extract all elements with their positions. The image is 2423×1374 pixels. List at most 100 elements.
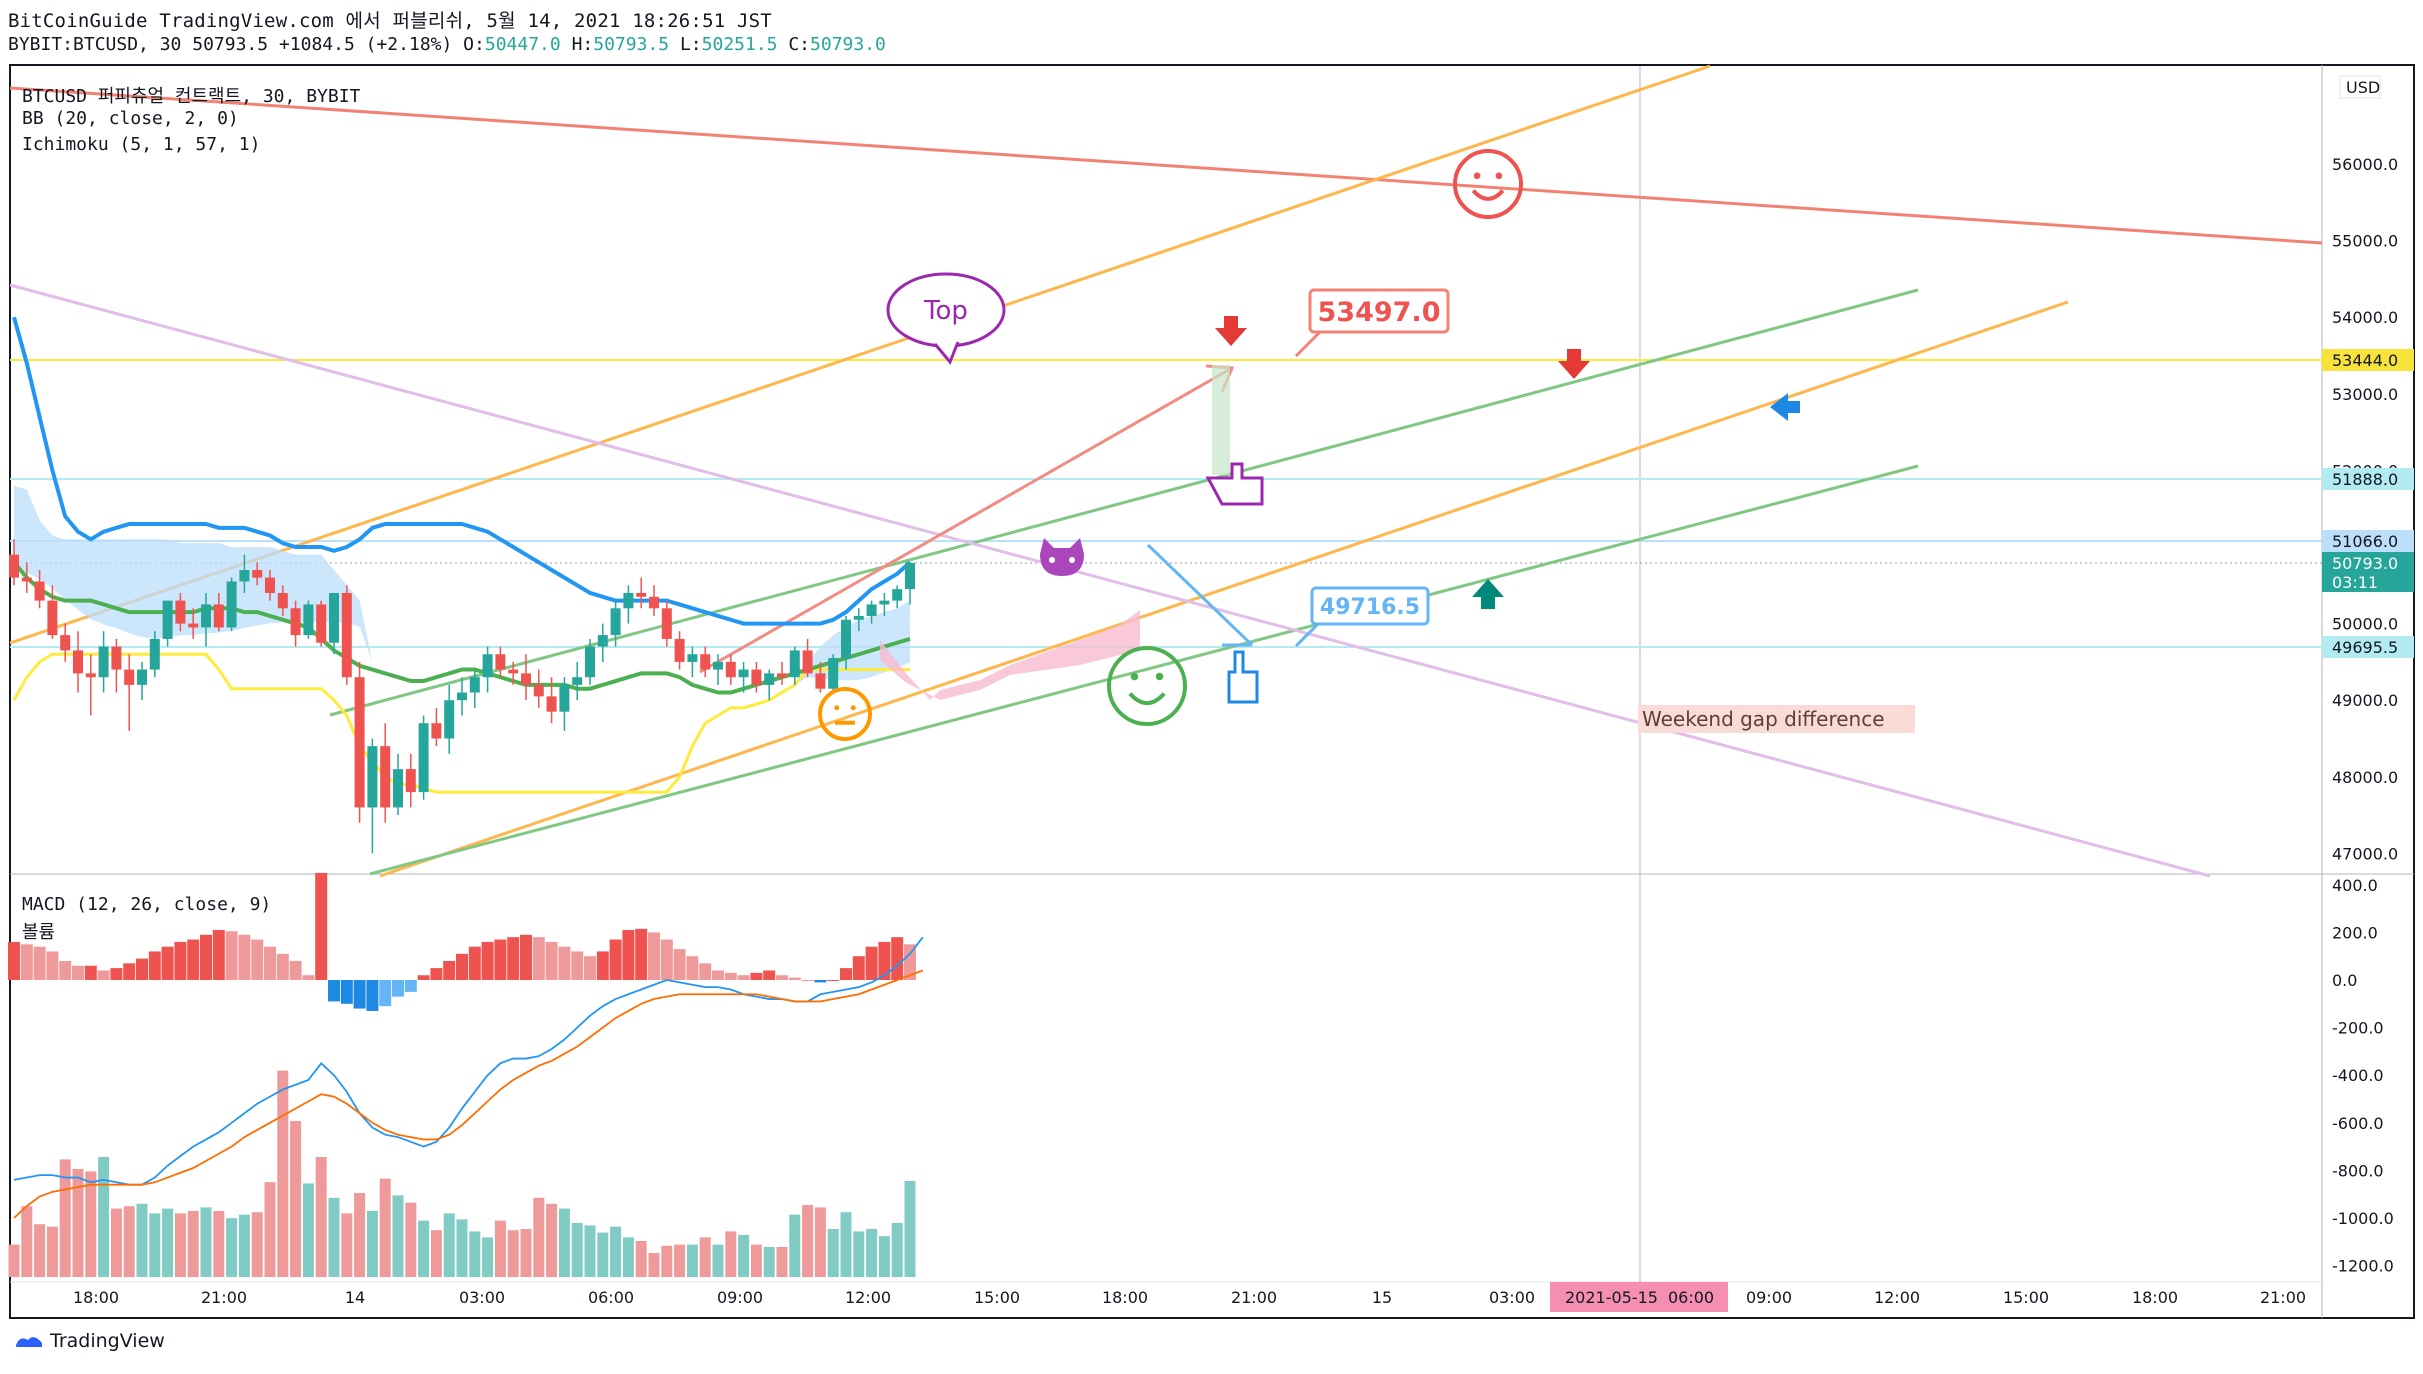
cat-icon [1040, 538, 1084, 576]
time-tick-label: 15 [1372, 1288, 1392, 1307]
candle-body [777, 673, 787, 678]
volume-bar [789, 1214, 801, 1277]
macd-histogram-bar [507, 937, 520, 980]
macd-histogram-bar [59, 960, 72, 980]
tradingview-logo-icon [16, 1337, 42, 1347]
macd-histogram-bar [545, 941, 558, 980]
candle-body [482, 654, 493, 678]
price-tag [2322, 552, 2414, 592]
macd-histogram-bar [763, 970, 776, 980]
macd-histogram-bar [238, 934, 251, 980]
volume-bar [584, 1225, 596, 1277]
volume-bar [8, 1244, 20, 1277]
macd-histogram-bar [340, 980, 353, 1004]
price-tag-label: 51888.0 [2332, 470, 2398, 489]
footer-brand[interactable]: TradingView [14, 1330, 165, 1352]
volume-bar [379, 1178, 391, 1277]
macd-histogram-bar [110, 968, 123, 980]
macd-line [13, 936, 924, 1186]
legend-macd[interactable]: MACD (12, 26, close, 9) [22, 894, 272, 915]
candle-body [303, 604, 314, 636]
macd-histogram-bar [532, 937, 545, 980]
volume-bar [456, 1219, 468, 1277]
volume-bar [200, 1207, 212, 1277]
volume-bar [46, 1226, 58, 1277]
candle-body [661, 608, 672, 639]
legend-bb[interactable]: BB (20, close, 2, 0) [22, 108, 239, 129]
time-tick-label: 12:00 [1874, 1288, 1920, 1307]
macd-histogram-bar [494, 939, 507, 980]
candle-body [265, 577, 275, 593]
macd-histogram-bar [212, 930, 225, 980]
time-tick-label: 21:00 [1231, 1288, 1277, 1307]
green-channel-upper [329, 288, 1919, 717]
time-tick-label: 14 [345, 1288, 365, 1307]
legend-ichimoku[interactable]: Ichimoku (5, 1, 57, 1) [22, 134, 261, 155]
volume-bar [418, 1220, 430, 1277]
volume-bar [443, 1213, 455, 1277]
candle-body [713, 661, 723, 670]
macd-histogram-bar [404, 980, 417, 992]
price-tick-label: 54000.0 [2332, 308, 2398, 327]
candle-body [367, 746, 378, 808]
legend-volume[interactable]: 볼륨 [22, 922, 56, 943]
time-tick-label: 09:00 [1746, 1288, 1792, 1307]
volume-bar [866, 1229, 878, 1277]
price-pane[interactable] [9, 64, 2323, 878]
candle-body [828, 658, 839, 689]
time-tick-label: 18:00 [2132, 1288, 2178, 1307]
volume-bar [853, 1231, 865, 1277]
ohlc-header: BYBIT:BTCUSD, 30 50793.5 +1084.5 (+2.18%… [8, 34, 886, 55]
candle-body [239, 569, 250, 582]
candle-body [700, 654, 711, 670]
macd-histogram-bar [712, 970, 724, 980]
macd-histogram-bar [481, 941, 494, 980]
volume-bar [290, 1121, 302, 1277]
volume-bar [533, 1197, 545, 1277]
laughing-face-icon-eye [1130, 672, 1139, 681]
volume-bar [571, 1223, 583, 1277]
laughing-face-icon-mouth [1128, 692, 1166, 706]
macd-histogram-bar [84, 965, 97, 980]
candle-body [111, 646, 122, 670]
drop-arrow-line [1146, 543, 1254, 647]
volume-bar [674, 1244, 686, 1277]
price-tag [2322, 468, 2414, 490]
candle-body [137, 669, 147, 685]
down-arrow-icon [1215, 316, 1247, 346]
laughing-face-icon [1107, 646, 1187, 726]
volume-bar [597, 1232, 609, 1277]
volume-bar [110, 1208, 122, 1277]
candle-body [687, 654, 698, 662]
macd-histogram-bar [635, 928, 648, 980]
macd-tick-label: -1200.0 [2332, 1257, 2394, 1276]
macd-histogram-bar [264, 946, 276, 980]
time-tick-label: 06:00 [588, 1288, 634, 1307]
candle-body [610, 608, 621, 636]
volume-bar [21, 1206, 33, 1277]
candle-body [85, 673, 96, 678]
candle-body [290, 608, 301, 636]
legend-title[interactable]: BTCUSD 퍼피츄얼 컨트랙트, 30, BYBIT [22, 86, 361, 107]
candle-body [892, 589, 903, 601]
date-highlight-label: 2021-05-15 [1565, 1288, 1658, 1307]
signal-line [13, 969, 924, 1219]
volume-bar [763, 1247, 775, 1277]
candle-body [508, 669, 519, 674]
time-tick-label: 15:00 [974, 1288, 1020, 1307]
candle-body [802, 650, 813, 674]
candle-body [725, 661, 736, 678]
weekend-gap-box [1638, 705, 1915, 733]
symbol-label[interactable]: BYBIT:BTCUSD, 30 [8, 34, 182, 55]
volume-bar [85, 1171, 97, 1277]
macd-histogram-bar [904, 944, 916, 980]
smile-face-icon [1453, 149, 1523, 219]
macd-histogram-bar [801, 980, 814, 981]
macd-histogram-bar [520, 934, 532, 980]
macd-histogram-bar [622, 930, 635, 980]
macd-histogram-bar [302, 975, 315, 980]
candle-body [316, 604, 327, 643]
macd-pane[interactable] [8, 872, 924, 1277]
candle-body [354, 677, 365, 808]
